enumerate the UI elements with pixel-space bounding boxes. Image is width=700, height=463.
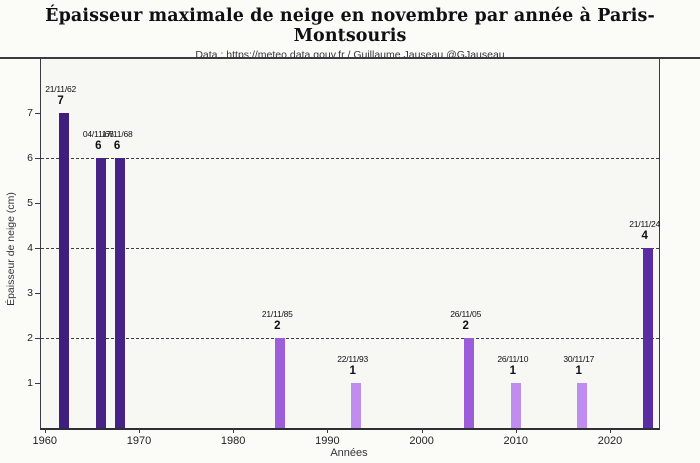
bar-value-label-2005: 2 (462, 319, 469, 332)
bar-annotation-1985: 21/11/85 2 (235, 309, 319, 333)
bar-value-label-1966: 6 (95, 139, 102, 152)
bar-value-label-2024: 4 (641, 229, 648, 242)
x-tick-label-1990: 1990 (315, 435, 340, 447)
gridline-y-6 (41, 158, 659, 159)
y-tick-label-2: 2 (27, 332, 33, 344)
x-tick-label-2000: 2000 (409, 435, 434, 447)
bar-annotation-1962: 21/11/62 7 (19, 84, 103, 108)
x-tick-2000 (421, 428, 423, 433)
bar-1993 (350, 383, 361, 428)
chart-title: Épaisseur maximale de neige en novembre … (45, 6, 655, 46)
bar-annotation-2017: 30/11/17 1 (537, 354, 621, 378)
x-tick-1980 (233, 428, 235, 433)
bar-date-label-1962: 21/11/62 (45, 84, 77, 94)
bar-1985 (275, 338, 286, 428)
bar-date-label-1966: 04/11/66 (82, 129, 114, 139)
plot-area: 1 2 3 4 5 6 7 1960 1970 1980 1990 2000 2010 2020 21/11… (27, 59, 660, 447)
bar-value-label-1993: 1 (349, 364, 356, 377)
bar-2010 (510, 383, 521, 428)
x-axis-title: Années (330, 447, 368, 459)
y-tick-5 (35, 203, 40, 204)
bar-value-label-2017: 1 (575, 364, 582, 377)
y-tick-label-4: 4 (27, 242, 33, 254)
x-tick-1990 (327, 428, 329, 433)
x-tick-2020 (610, 428, 611, 433)
bar-date-label-1985: 21/11/85 (261, 309, 293, 319)
y-tick-label-3: 3 (27, 287, 33, 299)
x-tick-1960 (44, 428, 46, 433)
bar-2024 (642, 248, 653, 428)
y-tick-label-5: 5 (27, 197, 33, 209)
bar-date-label-1968: 17/11/68 (101, 129, 133, 139)
bar-date-label-1993: 22/11/93 (337, 354, 369, 364)
y-tick-label-7: 7 (27, 107, 33, 119)
chart-header: Épaisseur maximale de neige en novembre … (0, 0, 700, 61)
y-tick-6 (35, 158, 40, 159)
bar-value-label-2010: 1 (509, 364, 516, 377)
bar-value-label-1985: 2 (274, 319, 281, 332)
bar-annotation-1993: 22/11/93 1 (311, 354, 395, 378)
bar-annotation-1968: 17/11/68 6 (75, 129, 159, 153)
y-tick-label-6: 6 (27, 152, 33, 164)
x-tick-label-1970: 1970 (126, 435, 152, 447)
y-tick-7 (35, 113, 40, 114)
bar-date-label-2024: 21/11/24 (629, 219, 661, 229)
x-tick-1970 (138, 428, 140, 433)
x-tick-2010 (515, 428, 517, 433)
x-tick-label-2010: 2010 (503, 435, 529, 447)
bar-date-label-2010: 26/11/10 (497, 354, 529, 364)
gridline-y-4 (41, 248, 659, 249)
bar-annotation-2024: 21/11/24 4 (603, 219, 687, 243)
gridline-y-2 (41, 338, 659, 339)
bar-value-label-1968: 6 (113, 139, 121, 152)
x-tick-label-2020: 2020 (597, 435, 623, 447)
bar-date-label-2017: 30/11/17 (563, 354, 595, 364)
bar-value-label-1962: 7 (57, 94, 64, 107)
y-tick-label-1: 1 (27, 377, 33, 389)
bar-2017 (576, 383, 587, 428)
bar-1962 (58, 113, 69, 428)
bar-annotation-2005: 26/11/05 2 (424, 309, 508, 333)
y-tick-3 (35, 293, 40, 294)
y-tick-2 (35, 338, 40, 339)
bar-2005 (463, 338, 474, 428)
bar-1968 (115, 158, 126, 428)
bar-annotation-2010: 26/11/10 1 (471, 354, 555, 378)
chart-subtitle: Data : https://meteo.data.gouv.fr / Guil… (195, 49, 505, 61)
x-tick-label-1960: 1960 (32, 435, 57, 447)
bar-date-label-2005: 26/11/05 (450, 309, 482, 319)
x-tick-label-1980: 1980 (220, 435, 246, 447)
y-tick-1 (35, 383, 40, 384)
bar-1966 (96, 158, 107, 428)
y-tick-4 (35, 248, 40, 249)
bar-annotation-1966: 04/11/66 6 (56, 129, 140, 153)
